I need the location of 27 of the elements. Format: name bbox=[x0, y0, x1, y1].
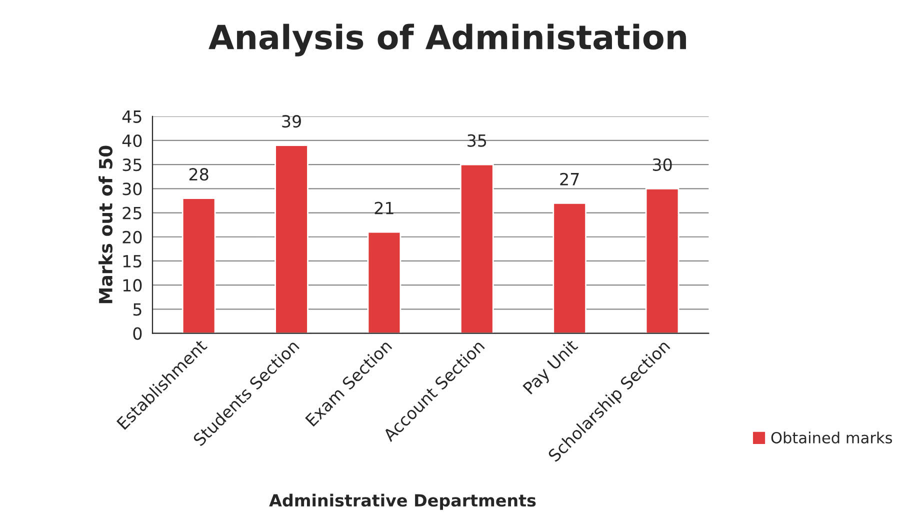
bar bbox=[367, 231, 402, 334]
y-tick-label: 35 bbox=[122, 158, 142, 172]
y-tick-label: 0 bbox=[133, 327, 142, 340]
x-axis-title: Administrative Departments bbox=[269, 494, 536, 510]
y-tick-label: 5 bbox=[133, 303, 142, 316]
bar bbox=[460, 164, 494, 334]
y-tick-label: 20 bbox=[122, 230, 142, 244]
y-tick-label: 10 bbox=[123, 279, 142, 292]
data-label: 27 bbox=[560, 172, 579, 186]
data-label: 28 bbox=[189, 168, 208, 181]
bar bbox=[645, 188, 680, 334]
y-tick-label: 15 bbox=[123, 255, 142, 268]
bar bbox=[552, 202, 587, 334]
legend-label: Obtained marks bbox=[771, 432, 892, 444]
chart-title: Analysis of Administation bbox=[208, 24, 686, 56]
data-label: 30 bbox=[652, 158, 672, 171]
data-label: 35 bbox=[468, 134, 486, 147]
y-tick-label: 45 bbox=[122, 110, 142, 123]
y-tick-label: 30 bbox=[122, 182, 142, 196]
data-label: 21 bbox=[374, 202, 394, 214]
y-tick-label: 25 bbox=[122, 206, 142, 220]
y-axis-title: Marks out of 50 bbox=[98, 146, 113, 304]
bar bbox=[274, 144, 308, 334]
y-tick-label: 40 bbox=[122, 134, 142, 148]
bar bbox=[182, 198, 216, 334]
x-tick-label: Pay Unit bbox=[522, 338, 581, 397]
data-label: 39 bbox=[282, 115, 301, 128]
